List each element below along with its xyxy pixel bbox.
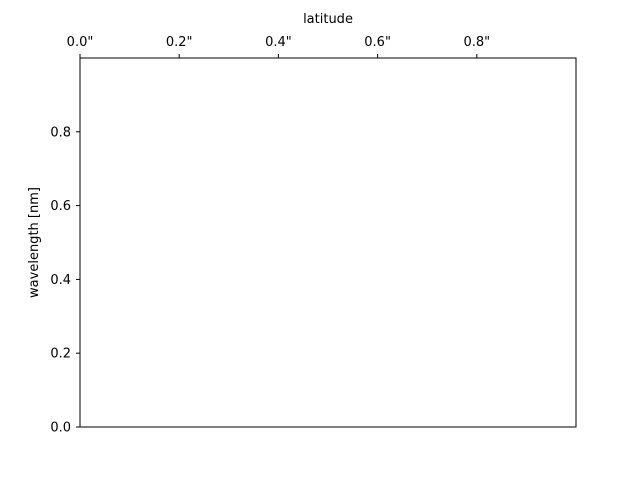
x-tick-label: 0.6"	[364, 35, 391, 50]
y-tick-label: 0.4	[50, 273, 71, 288]
x-tick-label: 0.0"	[67, 35, 94, 50]
y-axis-label: wavelength [nm]	[27, 187, 42, 298]
plot-frame	[79, 57, 577, 428]
x-axis-ticks: 0.0" 0.2" 0.4" 0.6" 0.8"	[67, 35, 490, 58]
y-tick-label: 0.0	[50, 421, 71, 436]
y-tick-label: 0.2	[50, 347, 71, 362]
x-tick-label: 0.4"	[265, 35, 292, 50]
y-tick-label: 0.6	[50, 199, 71, 214]
x-tick-label: 0.8"	[463, 35, 490, 50]
plot-area	[80, 58, 576, 427]
x-axis-label: latitude	[303, 12, 353, 27]
y-tick-label: 0.8	[50, 125, 71, 140]
x-tick-label: 0.2"	[166, 35, 193, 50]
y-axis-ticks: 0.0 0.2 0.4 0.6 0.8	[50, 125, 80, 436]
